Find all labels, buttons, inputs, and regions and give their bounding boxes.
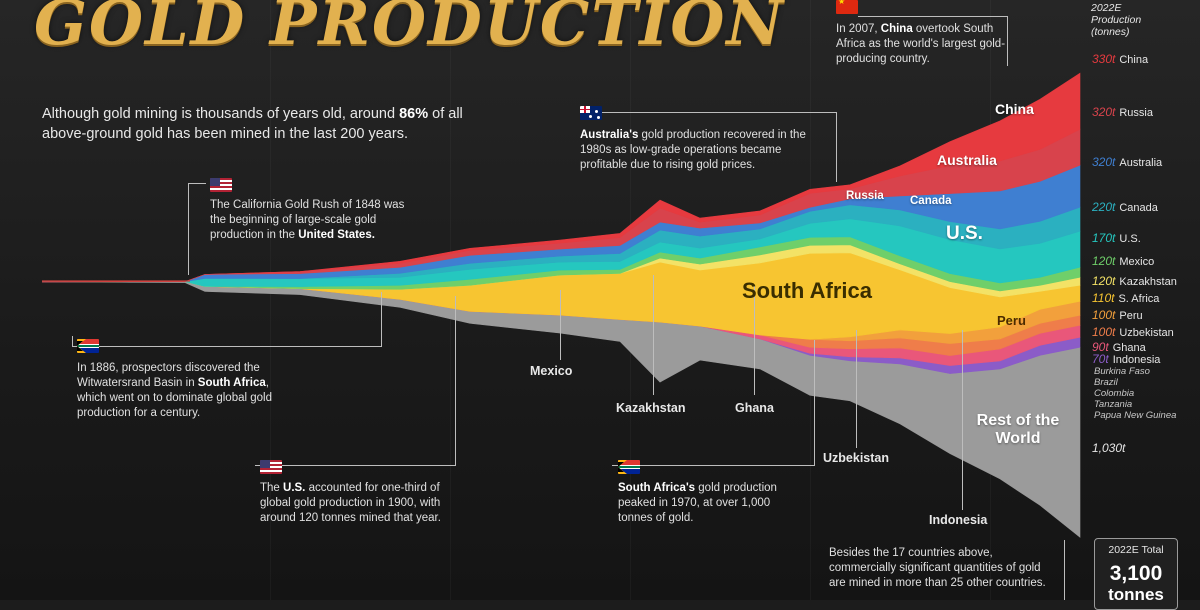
- legend-small-country: Brazil: [1094, 377, 1118, 388]
- legend-country: Peru: [1119, 310, 1143, 322]
- note-china: In 2007, China overtook South Africa as …: [836, 23, 1006, 65]
- total-value: 3,100: [1109, 562, 1163, 585]
- total-unit: tonnes: [1108, 585, 1164, 604]
- label-peru: Peru: [997, 313, 1026, 328]
- legend-row: 100t Peru: [1092, 308, 1143, 322]
- legend-value: 120t: [1092, 274, 1116, 288]
- leader-line: [612, 465, 815, 466]
- legend-value: 220t: [1092, 200, 1116, 214]
- leader-line: [836, 112, 837, 182]
- legend-country: Kazakhstan: [1119, 276, 1177, 288]
- label-us: U.S.: [946, 223, 983, 244]
- intro-text: Although gold mining is thousands of yea…: [42, 106, 463, 142]
- legend-country: Indonesia: [1112, 354, 1161, 366]
- legend-country: Ghana: [1112, 342, 1146, 354]
- legend-rest-value: 1,030t: [1092, 441, 1126, 455]
- legend-value: 120t: [1092, 254, 1116, 268]
- label-rest-of-world: Rest of the World: [976, 412, 1060, 447]
- us-flag-icon: [260, 460, 282, 474]
- label-canada: Canada: [910, 195, 952, 207]
- legend-value: 320t: [1092, 155, 1116, 169]
- total-box: [1094, 538, 1178, 610]
- intro-highlight: 86%: [399, 106, 429, 122]
- legend-row: 120t Mexico: [1092, 254, 1154, 268]
- legend-value: 70t: [1092, 352, 1109, 366]
- leader-line: [455, 296, 456, 466]
- label-uzbekistan: Uzbekistan: [823, 451, 889, 465]
- legend-row: 170t U.S.: [1092, 231, 1141, 245]
- legend-value: 330t: [1092, 52, 1116, 66]
- leader-line: [255, 465, 456, 466]
- legend-small-country: Burkina Faso: [1094, 366, 1150, 377]
- page-title: GOLD PRODUCTION: [34, 0, 786, 59]
- leader-line: [188, 183, 206, 184]
- note-gold-rush: The California Gold Rush of 1848 was the…: [210, 199, 405, 241]
- leader-line: [188, 183, 189, 275]
- label-indonesia: Indonesia: [929, 513, 988, 527]
- legend-row: 320t Australia: [1092, 155, 1162, 169]
- leader-line: [560, 290, 561, 360]
- legend-value: 110t: [1092, 291, 1115, 305]
- legend-small-country: Colombia: [1094, 388, 1135, 399]
- label-russia: Russia: [846, 190, 884, 202]
- legend-country: Canada: [1119, 202, 1158, 214]
- legend-country: Mexico: [1119, 256, 1155, 268]
- legend-value: 320t: [1092, 105, 1116, 119]
- legend-value: 100t: [1092, 308, 1116, 322]
- total-label: 2022E Total: [1108, 544, 1164, 556]
- legend-row: 100t Uzbekistan: [1092, 325, 1174, 339]
- legend-header: 2022E Production (tonnes): [1091, 2, 1142, 38]
- legend-small-country: Papua New Guinea: [1094, 410, 1177, 421]
- legend-value: 90t: [1092, 340, 1109, 354]
- note-south-africa-peak: South Africa's gold production peaked in…: [618, 482, 777, 524]
- legend-country: China: [1119, 54, 1149, 66]
- china-flag-icon: [836, 0, 858, 14]
- legend-country: Uzbekistan: [1119, 327, 1174, 339]
- us-flag-icon: [210, 178, 232, 192]
- legend-row: 220t Canada: [1092, 200, 1158, 214]
- leader-line: [962, 330, 963, 510]
- leader-line: [72, 336, 73, 347]
- label-ghana: Ghana: [735, 401, 774, 415]
- legend-row: 330t China: [1092, 52, 1148, 66]
- legend-country: S. Africa: [1118, 293, 1160, 305]
- leader-line: [856, 330, 857, 448]
- note-witwatersrand: In 1886, prospectors discovered the Witw…: [77, 362, 272, 419]
- australia-flag-icon: [580, 106, 602, 120]
- stream-china: [41, 72, 1081, 283]
- legend-row: 90t Ghana: [1092, 340, 1146, 354]
- legend-value: 170t: [1092, 231, 1116, 245]
- legend-country: Australia: [1119, 157, 1163, 169]
- legend-row: 120t Kazakhstan: [1092, 274, 1177, 288]
- note-australia: Australia's gold production recovered in…: [580, 129, 806, 171]
- south-africa-flag-icon: [77, 339, 99, 353]
- note-us-1900: The U.S. accounted for one-third of glob…: [260, 482, 441, 524]
- leader-line: [1064, 540, 1065, 600]
- leader-line: [858, 16, 1008, 17]
- leader-line: [754, 285, 755, 395]
- leader-line: [600, 112, 837, 113]
- label-kazakhstan: Kazakhstan: [616, 401, 686, 415]
- note-others: Besides the 17 countries above, commerci…: [829, 547, 1046, 589]
- south-africa-flag-icon: [618, 460, 640, 474]
- legend-country: U.S.: [1119, 233, 1141, 245]
- legend-small-country: Tanzania: [1094, 399, 1133, 410]
- legend-row: 110t S. Africa: [1092, 291, 1159, 305]
- label-south-africa: South Africa: [742, 278, 872, 303]
- legend-value: 100t: [1092, 325, 1116, 339]
- leader-line: [653, 275, 654, 395]
- legend-country: Russia: [1119, 107, 1153, 119]
- leader-line: [72, 346, 382, 347]
- label-mexico: Mexico: [530, 364, 573, 378]
- label-australia: Australia: [937, 152, 997, 168]
- leader-line: [381, 292, 382, 346]
- legend-row: 320t Russia: [1092, 105, 1153, 119]
- label-china: China: [995, 101, 1034, 117]
- leader-line: [814, 340, 815, 466]
- leader-line: [1007, 16, 1008, 66]
- legend-row: 70t Indonesia: [1092, 352, 1160, 366]
